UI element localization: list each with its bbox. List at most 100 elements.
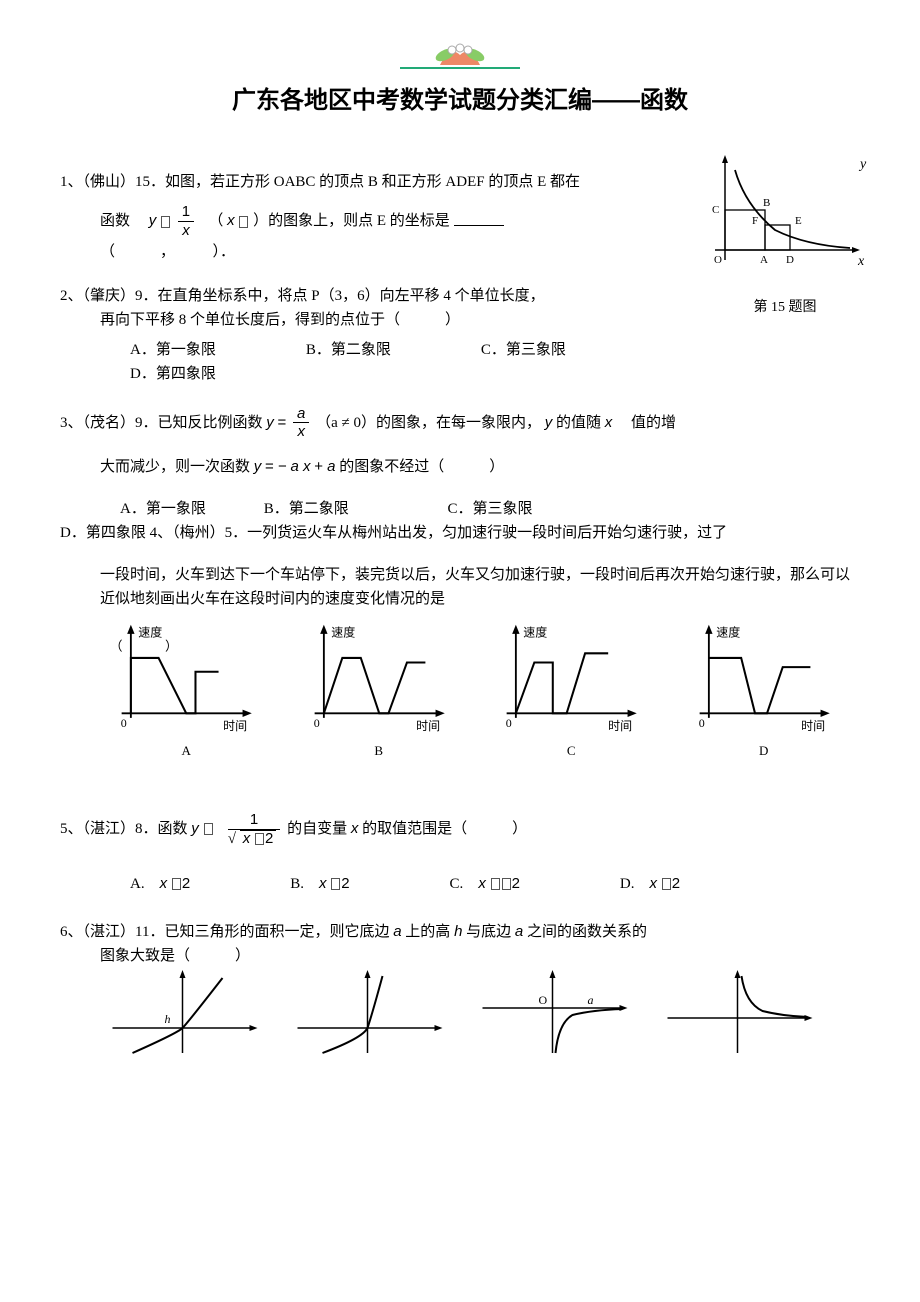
q5-rest2: 的取值范围是（ ） [362, 821, 527, 837]
q1-text-d: （ ， ）． [100, 244, 235, 260]
q3-l2f: a [327, 458, 335, 475]
svg-text:B: B [763, 197, 770, 209]
svg-text:C: C [712, 204, 719, 216]
q6-h1: h [454, 923, 462, 940]
q3-y2: y [545, 414, 553, 431]
q1-num: 1 [178, 204, 194, 222]
q3-l2g: 的图象不经过（ ） [339, 459, 504, 475]
q2-line1: 2、（肇庆）9．在直角坐标系中，将点 P（3，6）向左平移 4 个单位长度， [60, 284, 860, 308]
q6-m1: 上的高 [405, 924, 454, 940]
q2-optA: A．第一象限 [130, 338, 216, 362]
q4-choice-graphs: 速度 时间 0 （ ） A 速度 时间 0 [90, 621, 860, 762]
q3-optA: A．第一象限 [60, 497, 260, 521]
placeholder-glyph [161, 216, 170, 228]
svg-text:0: 0 [698, 717, 704, 731]
q3-mid: 的值随 [556, 415, 605, 431]
q6-graph-A: h [90, 968, 275, 1066]
svg-text:（: （ [110, 639, 123, 654]
problem-6: 6、（湛江）11．已知三角形的面积一定，则它底边 a 上的高 h 与底边 a 之… [60, 920, 860, 1066]
svg-text:x: x [857, 254, 865, 269]
svg-text:y: y [858, 157, 867, 172]
svg-text:A: A [760, 254, 768, 266]
q3-x: x [293, 423, 309, 441]
q3-eq: = [278, 414, 287, 431]
q6-graph-B [275, 968, 460, 1066]
q3-l2c: = − [265, 458, 287, 475]
q6-m3: 之间的函数关系的 [527, 924, 647, 940]
svg-text:F: F [752, 215, 758, 227]
q1-text-c: ）的图象上，则点 E 的坐标是 [253, 214, 450, 230]
svg-text:时间: 时间 [608, 719, 632, 733]
problem-3: 3、（茂名）9．已知反比例函数 y = ax （a ≠ 0）的图象，在每一象限内… [60, 406, 860, 762]
svg-text:时间: 时间 [223, 719, 247, 733]
q5-den: x 2 [228, 829, 281, 848]
q3-x2: x [605, 414, 613, 431]
q4-letter-D: D [668, 741, 861, 762]
svg-text:速度: 速度 [523, 625, 547, 640]
q3-l2d: a x [290, 458, 310, 475]
svg-text:速度: 速度 [716, 625, 740, 640]
q3-l2b: y [254, 458, 262, 475]
q2-line2: 再向下平移 8 个单位长度后，得到的点位于（ ） [60, 308, 860, 332]
q5-rest: 的自变量 [287, 821, 351, 837]
q2-optC: C．第三象限 [481, 338, 566, 362]
q2-options: A．第一象限 B．第二象限 C．第三象限 D．第四象限 [60, 338, 860, 386]
svg-text:时间: 时间 [416, 719, 440, 733]
q6-graph-D [645, 968, 830, 1066]
q5-optB: B. x 2 [290, 872, 349, 896]
svg-text:E: E [795, 215, 802, 227]
q4-graph-B: 速度 时间 0 B [283, 621, 476, 762]
q5-x2: x [351, 820, 359, 837]
header-decoration [60, 40, 860, 78]
q4-graph-C: 速度 时间 0 C [475, 621, 668, 762]
q4-letter-A: A [90, 741, 283, 762]
q4-letter-C: C [475, 741, 668, 762]
q6-a1: a [393, 923, 401, 940]
svg-text:a: a [588, 993, 594, 1007]
q3-optB: B．第二象限 [264, 497, 444, 521]
q3-l2e: + [314, 458, 327, 475]
q5-ph1 [204, 823, 213, 835]
q3-line1: 3、（茂名）9．已知反比例函数 y = ax （a ≠ 0）的图象，在每一象限内… [60, 406, 860, 442]
q5-line1: 5、（湛江）8．函数 y 1 x 2 的自变量 x 的取值范围是（ ） [60, 812, 860, 848]
problem-1: y x C B E F O A D 第 15 题图 1、（佛山）15．如图，若正… [60, 170, 860, 264]
q3-y: y [266, 414, 274, 431]
svg-text:速度: 速度 [331, 625, 355, 640]
q3-l2a: 大而减少，则一次函数 [100, 459, 250, 475]
svg-text:）: ） [165, 639, 178, 654]
q3-line2: 大而减少，则一次函数 y = − a x + a 的图象不经过（ ） [60, 455, 860, 479]
problem-5: 5、（湛江）8．函数 y 1 x 2 的自变量 x 的取值范围是（ ） A. x… [60, 812, 860, 896]
placeholder-glyph-2 [239, 216, 248, 228]
q5-options: A. x 2 B. x 2 C. x 2 D. x 2 [60, 872, 860, 896]
q3-a: a [293, 406, 309, 424]
q4-graph-A: 速度 时间 0 （ ） A [90, 621, 283, 762]
q6-m2: 与底边 [466, 924, 515, 940]
q1-den: x [178, 222, 194, 240]
svg-text:0: 0 [313, 717, 319, 731]
q4-letter-B: B [283, 741, 476, 762]
svg-text:0: 0 [121, 717, 127, 731]
q1-blank [454, 211, 504, 226]
q5-prefix: 5、（湛江）8．函数 [60, 821, 191, 837]
q4-graph-D: 速度 时间 0 D [668, 621, 861, 762]
q3-prefix: 3、（茂名）9．已知反比例函数 [60, 415, 263, 431]
q6-line1: 6、（湛江）11．已知三角形的面积一定，则它底边 a 上的高 h 与底边 a 之… [60, 920, 860, 944]
svg-text:O: O [714, 254, 722, 266]
svg-text:h: h [165, 1012, 171, 1026]
q2-optD: D．第四象限 [130, 362, 860, 386]
q5-num: 1 [228, 812, 281, 829]
svg-text:D: D [786, 254, 794, 266]
q1-y: y [149, 213, 157, 230]
q4-line2: 一段时间，火车到达下一个车站停下，装完货以后，火车又匀加速行驶，一段时间后再次开… [60, 563, 860, 611]
svg-text:速度: 速度 [138, 625, 162, 640]
q1-x2: x [227, 213, 235, 230]
q4-prefix: 4、（梅州）5．一列货运火车从梅州站出发，匀加速行驶一段时间后开始匀速行驶，过了 [150, 525, 728, 541]
q5-optA: A. x 2 [130, 872, 190, 896]
svg-text:0: 0 [506, 717, 512, 731]
q1-paren-open: （ [208, 214, 223, 230]
q6-line2: 图象大致是（ ） [60, 944, 860, 968]
q3-end: 值的增 [616, 415, 676, 431]
q3-optD: D．第四象限 [60, 525, 146, 541]
q2-optB: B．第二象限 [306, 338, 391, 362]
q5-y: y [191, 820, 199, 837]
